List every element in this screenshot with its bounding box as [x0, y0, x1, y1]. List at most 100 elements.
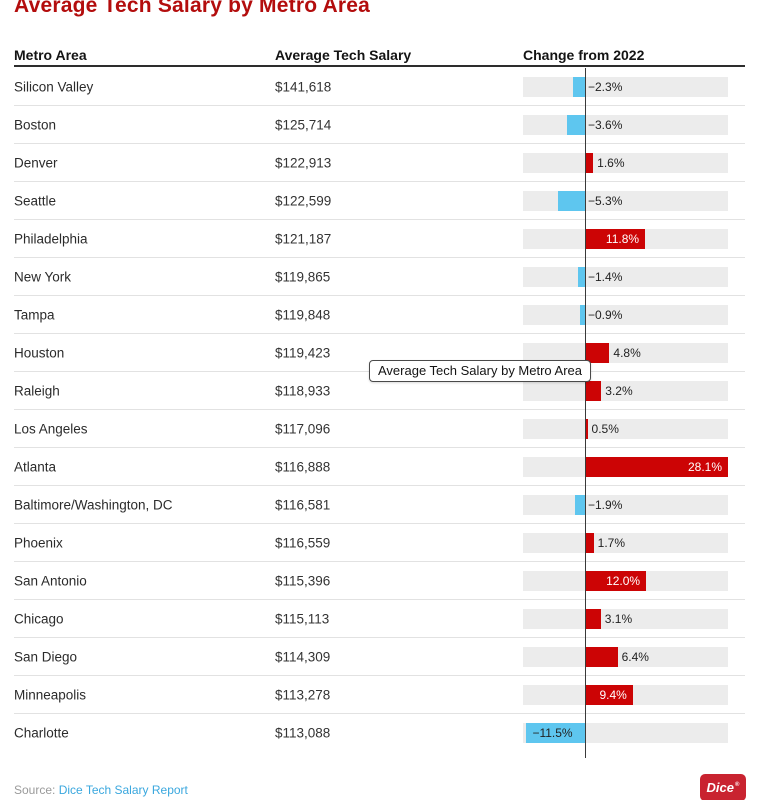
- change-bar-track: −1.4%: [523, 267, 728, 287]
- change-bar[interactable]: [575, 495, 585, 515]
- change-bar[interactable]: [585, 685, 633, 705]
- page-title: Average Tech Salary by Metro Area: [14, 0, 370, 17]
- change-bar[interactable]: [558, 191, 585, 211]
- salary-value: $141,618: [275, 79, 332, 95]
- row-divider: [14, 637, 745, 638]
- change-bar-track: 11.8%: [523, 229, 728, 249]
- table-row: Philadelphia $121,187 11.8%: [0, 220, 763, 258]
- salary-value: $121,187: [275, 231, 332, 247]
- metro-area-label: Charlotte: [14, 725, 69, 741]
- salary-value: $118,933: [275, 383, 331, 399]
- table-row: Denver $122,913 1.6%: [0, 144, 763, 182]
- change-bar[interactable]: [585, 571, 647, 591]
- table-row: Raleigh $118,933 3.2%: [0, 372, 763, 410]
- change-bar[interactable]: [585, 153, 594, 173]
- change-bar-track: 4.8%: [523, 343, 728, 363]
- table-row: Atlanta $116,888 28.1%: [0, 448, 763, 486]
- dice-logo[interactable]: Dice ®: [700, 774, 746, 800]
- salary-value: $119,423: [275, 345, 331, 361]
- table-row: Minneapolis $113,278 9.4%: [0, 676, 763, 714]
- table-row: New York $119,865 −1.4%: [0, 258, 763, 296]
- row-divider: [14, 447, 745, 448]
- table-row: San Diego $114,309 6.4%: [0, 638, 763, 676]
- metro-area-label: Seattle: [14, 193, 57, 209]
- metro-area-label: Atlanta: [14, 459, 57, 475]
- change-bar[interactable]: [585, 609, 601, 629]
- change-value-label: 0.5%: [591, 422, 619, 436]
- table-body: Silicon Valley $141,618 −2.3% Boston $125,71…: [0, 68, 763, 758]
- change-bar-track: 3.1%: [523, 609, 728, 629]
- column-header-metro-area: Metro Area: [14, 47, 87, 63]
- change-value-label: −1.4%: [588, 270, 623, 284]
- table-row: Charlotte $113,088 −11.5%: [0, 714, 763, 752]
- salary-value: $122,913: [275, 155, 332, 171]
- change-value-label: 28.1%: [688, 460, 723, 474]
- change-bar[interactable]: [585, 457, 729, 477]
- salary-value: $115,113: [275, 611, 330, 627]
- table-row: Boston $125,714 −3.6%: [0, 106, 763, 144]
- change-value-label: 11.8%: [605, 232, 640, 246]
- change-value-label: 3.1%: [604, 612, 633, 626]
- change-bar-track: 6.4%: [523, 647, 728, 667]
- change-value-label: 1.7%: [597, 536, 625, 550]
- salary-value: $116,581: [275, 497, 331, 513]
- row-divider: [14, 485, 745, 486]
- table-row: Phoenix $116,559 1.7%: [0, 524, 763, 562]
- row-divider: [14, 105, 745, 106]
- source-prefix-label: Source:: [14, 783, 56, 797]
- change-bar[interactable]: [585, 343, 610, 363]
- table-row: Baltimore/Washington, DC $116,581 −1.9%: [0, 486, 763, 524]
- change-bar[interactable]: [585, 533, 594, 553]
- row-divider: [14, 523, 745, 524]
- dice-logo-text: Dice: [706, 780, 735, 795]
- change-value-label: −0.9%: [588, 308, 623, 322]
- metro-area-label: Tampa: [14, 307, 55, 323]
- change-bar-track: 0.5%: [523, 419, 728, 439]
- table-row: San Antonio $115,396 12.0%: [0, 562, 763, 600]
- change-bar[interactable]: [526, 723, 585, 743]
- metro-area-label: Los Angeles: [14, 421, 88, 437]
- change-bar[interactable]: [573, 77, 585, 97]
- metro-area-label: Houston: [14, 345, 65, 361]
- change-bar[interactable]: [585, 229, 646, 249]
- column-header-average-tech-salary: Average Tech Salary: [275, 47, 412, 63]
- change-bar-track: −2.3%: [523, 77, 728, 97]
- row-divider: [14, 675, 745, 676]
- metro-area-label: Raleigh: [14, 383, 60, 399]
- change-value-label: −2.3%: [588, 80, 623, 94]
- row-divider: [14, 713, 745, 714]
- salary-value: $113,278: [275, 687, 331, 703]
- column-header-change-from-2022: Change from 2022: [523, 47, 645, 63]
- source-caption: Source: Dice Tech Salary Report: [14, 783, 188, 797]
- change-value-label: −1.9%: [588, 498, 623, 512]
- table-row: Silicon Valley $141,618 −2.3%: [0, 68, 763, 106]
- change-bar[interactable]: [566, 115, 585, 135]
- metro-area-label: San Antonio: [14, 573, 87, 589]
- change-bar[interactable]: [585, 381, 602, 401]
- change-bar[interactable]: [585, 419, 588, 439]
- row-divider: [14, 181, 745, 182]
- row-divider: [14, 561, 745, 562]
- change-bar[interactable]: [585, 647, 618, 667]
- change-bar-track: 28.1%: [523, 457, 729, 477]
- change-value-label: −5.3%: [588, 194, 623, 208]
- change-bar-track: 1.6%: [523, 153, 728, 173]
- metro-area-label: Minneapolis: [14, 687, 87, 703]
- metro-area-label: Boston: [14, 117, 57, 133]
- salary-value: $117,096: [275, 421, 331, 437]
- metro-area-label: Philadelphia: [14, 231, 88, 247]
- metro-area-label: Phoenix: [14, 535, 63, 551]
- change-bar[interactable]: [580, 305, 585, 325]
- change-bar-track: −0.9%: [523, 305, 728, 325]
- metro-area-label: New York: [14, 269, 72, 285]
- source-link[interactable]: Dice Tech Salary Report: [58, 783, 188, 797]
- salary-value: $122,599: [275, 193, 332, 209]
- table-row: Tampa $119,848 −0.9%: [0, 296, 763, 334]
- change-bar-track: 9.4%: [523, 685, 728, 705]
- change-bar-track: −1.9%: [523, 495, 728, 515]
- change-bar-track: 3.2%: [523, 381, 728, 401]
- change-value-label: 12.0%: [606, 574, 641, 588]
- change-bar[interactable]: [577, 267, 585, 287]
- salary-value: $116,888: [275, 459, 331, 475]
